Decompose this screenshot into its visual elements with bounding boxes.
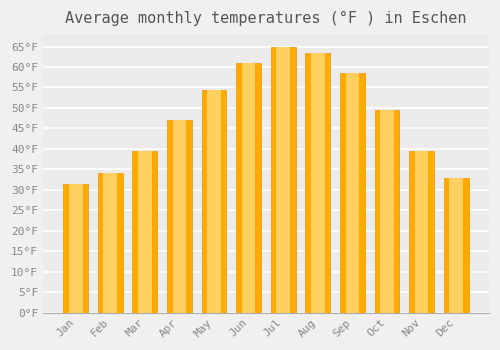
Bar — [167, 120, 192, 313]
Bar — [374, 110, 400, 313]
Bar — [340, 73, 365, 313]
Bar — [132, 151, 158, 313]
Bar — [138, 151, 151, 313]
Bar — [202, 90, 226, 313]
Bar — [236, 63, 261, 313]
Bar — [450, 177, 463, 313]
Bar — [69, 184, 82, 313]
Bar — [346, 73, 360, 313]
Bar — [271, 47, 295, 313]
Bar — [98, 174, 122, 313]
Bar — [276, 47, 290, 313]
Bar — [311, 52, 324, 313]
Bar — [207, 90, 221, 313]
Bar — [444, 177, 468, 313]
Bar — [380, 110, 394, 313]
Bar — [414, 151, 428, 313]
Bar — [104, 174, 117, 313]
Bar — [63, 184, 88, 313]
Title: Average monthly temperatures (°F ) in Eschen: Average monthly temperatures (°F ) in Es… — [65, 11, 466, 26]
Bar — [242, 63, 256, 313]
Bar — [306, 52, 330, 313]
Bar — [172, 120, 186, 313]
Bar — [409, 151, 434, 313]
